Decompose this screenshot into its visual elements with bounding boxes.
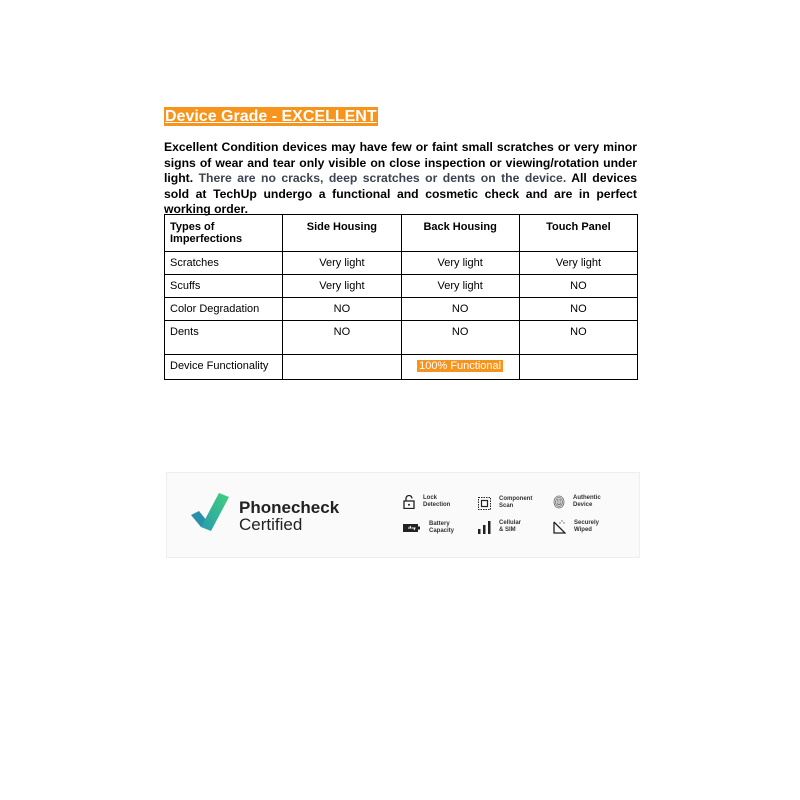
page-title: Device Grade - EXCELLENT [164, 107, 378, 126]
chip-icon [478, 496, 491, 510]
functional-badge: 100% Functional [417, 360, 504, 372]
brand-name: Phonecheck Certified [239, 498, 340, 534]
feature-cellular-sim: Cellular & SIM [478, 520, 521, 534]
header-cell: Types of Imperfections [163, 214, 284, 252]
phonecheck-logo-icon [191, 493, 229, 531]
feature-component-scan: Component Scan [478, 496, 532, 510]
table-row: Dents NO NO NO [163, 320, 639, 355]
header-cell: Back Housing [400, 214, 520, 252]
feature-lock-detection: Lock Detection [403, 495, 450, 509]
table-row: Scuffs Very light Very light NO [163, 274, 639, 298]
table-header-row: Types of Imperfections Side Housing Back… [163, 214, 639, 252]
header-cell: Side Housing [282, 214, 402, 252]
feature-securely-wiped: Securely Wiped [553, 519, 599, 534]
header-cell: Touch Panel [518, 214, 639, 252]
wipe-icon [553, 520, 566, 534]
battery-icon [403, 524, 420, 532]
phonecheck-banner: Phonecheck Certified Lock Detection Compon… [166, 472, 640, 558]
grade-description: Excellent Condition devices may have few… [164, 140, 637, 216]
lock-icon [403, 495, 415, 509]
feature-battery-capacity: Battery Capacity [403, 521, 454, 535]
signal-icon [478, 521, 491, 534]
fingerprint-icon [553, 495, 565, 509]
table-row: Color Degradation NO NO NO [163, 297, 639, 321]
functionality-row: Device Functionality 100% Functional [163, 354, 639, 380]
feature-authentic-device: Authentic Device [553, 495, 601, 509]
imperfections-table: Types of Imperfections Side Housing Back… [163, 214, 639, 380]
table-row: Scratches Very light Very light Very light [163, 251, 639, 275]
